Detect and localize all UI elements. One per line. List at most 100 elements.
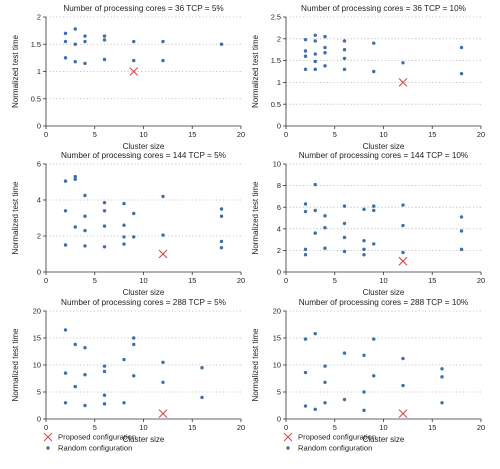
y-tick-label: 10 [273, 160, 281, 169]
x-tick-label: 10 [139, 276, 147, 285]
x-tick-label: 15 [428, 276, 436, 285]
proposed-config-marker [129, 67, 139, 76]
x-tick-label: 20 [237, 130, 245, 139]
random-config-point [200, 366, 204, 370]
y-tick-label: 0.5 [271, 100, 281, 109]
random-config-point [122, 201, 126, 206]
y-axis-label: Normalized test time [11, 181, 20, 254]
random-config-point [313, 208, 317, 213]
random-config-point [313, 331, 317, 336]
random-config-point [342, 48, 347, 52]
y-tick-label: 0 [277, 268, 281, 277]
random-config-point [122, 235, 126, 239]
random-config-point [342, 204, 347, 208]
random-config-point [303, 404, 308, 408]
random-config-point [132, 58, 136, 63]
random-config-point [102, 402, 107, 406]
random-config-point [459, 247, 464, 252]
random-config-point [63, 243, 68, 247]
random-config-point [372, 242, 376, 246]
x-axis-label: Cluster size [363, 435, 405, 444]
random-config-point [459, 71, 464, 76]
random-config-point [303, 247, 308, 252]
proposed-config-marker [398, 256, 408, 266]
x-axis-label: Cluster size [123, 288, 165, 297]
y-tick-label: 4 [37, 196, 41, 205]
random-config-point [83, 346, 87, 350]
random-config-point [313, 231, 317, 235]
y-tick-label: 1 [37, 67, 41, 76]
random-config-point [122, 401, 126, 405]
x-tick-label: 15 [188, 276, 196, 285]
random-config-point [102, 393, 107, 397]
x-tick-label: 0 [44, 130, 48, 139]
random-config-point [342, 67, 347, 72]
x-tick-label: 5 [333, 423, 337, 432]
cross-stroke [398, 409, 408, 418]
legend-label: Proposed configuration [58, 433, 136, 442]
random-config-point [122, 357, 126, 362]
x-tick-label: 10 [379, 423, 387, 432]
random-config-point [362, 207, 366, 212]
x-tick-label: 15 [188, 130, 196, 139]
x-tick-label: 10 [139, 423, 147, 432]
random-config-point [132, 39, 136, 44]
random-config-point [303, 49, 308, 53]
y-tick-label: 0 [37, 415, 41, 424]
random-config-point [73, 177, 77, 181]
x-tick-label: 20 [477, 276, 485, 285]
random-config-point [161, 39, 165, 44]
random-config-point [323, 34, 327, 39]
random-config-point [63, 56, 68, 60]
y-tick-label: 1.5 [271, 56, 281, 65]
chart-panel-5: 0 5 10 15 20 0 5 10 15 20 Number of processing cor… [11, 298, 245, 444]
random-config-point [372, 41, 376, 45]
x-axis-label: Cluster size [363, 142, 405, 151]
random-config-point [323, 401, 327, 405]
random-config-point [161, 380, 165, 384]
random-config-point [161, 194, 165, 199]
legend-cross-marker [43, 432, 53, 442]
random-config-point [313, 67, 317, 72]
y-tick-label: 4 [277, 224, 281, 233]
chart-title: Number of processing cores = 144 TCP = 5… [61, 151, 226, 160]
x-tick-label: 20 [477, 130, 485, 139]
chart-title: Number of processing cores = 36 TCP = 10… [301, 4, 466, 13]
random-config-point [73, 342, 77, 347]
y-tick-label: 2 [37, 232, 41, 241]
x-tick-label: 5 [93, 276, 97, 285]
random-config-point [83, 373, 87, 377]
random-config-point [362, 247, 366, 252]
random-config-point [372, 208, 376, 213]
random-config-point [63, 371, 68, 375]
random-config-point [401, 203, 405, 207]
random-config-point [73, 174, 77, 179]
random-config-point [362, 390, 366, 394]
x-tick-label: 20 [237, 276, 245, 285]
y-tick-label: 10 [273, 361, 281, 370]
chart-title: Number of processing cores = 288 TCP = 1… [299, 298, 468, 307]
random-config-point [102, 209, 107, 213]
proposed-config-marker [158, 249, 168, 259]
x-tick-label: 10 [379, 276, 387, 285]
random-config-point [102, 245, 107, 249]
chart-panel-4: 0 2 4 6 8 10 0 5 10 15 20 Number of processing core… [251, 151, 485, 297]
random-config-point [342, 397, 347, 402]
random-config-point [303, 209, 308, 214]
chart-panel-6: 0 5 10 15 20 0 5 10 15 20 Number of processing cor… [251, 298, 485, 444]
x-tick-label: 10 [379, 130, 387, 139]
x-tick-label: 15 [428, 423, 436, 432]
chart-panel-3: 0 2 4 6 0 5 10 15 20 Number of processing cores =… [11, 151, 245, 297]
random-config-point [372, 374, 376, 378]
random-config-point [219, 207, 224, 211]
random-config-point [342, 249, 347, 254]
random-config-point [313, 407, 317, 411]
random-config-point [219, 239, 224, 244]
random-config-point [102, 224, 107, 228]
random-config-point [219, 246, 224, 250]
random-config-point [313, 182, 317, 187]
random-config-point [73, 384, 77, 389]
random-config-point [219, 42, 224, 46]
random-config-point [122, 223, 126, 227]
